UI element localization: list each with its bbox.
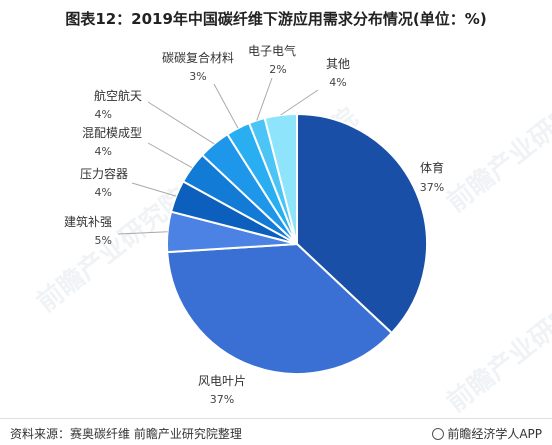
leader-line	[147, 101, 215, 145]
slice-category-label: 压力容器	[80, 166, 128, 181]
brand: 前瞻经济学人APP	[432, 425, 542, 442]
slice-category-label: 航空航天	[94, 88, 142, 103]
pie-slice	[263, 112, 298, 245]
slice-value-label: 4%	[95, 186, 112, 199]
slice-value-label: 4%	[95, 145, 112, 158]
slice-value-label: 4%	[329, 76, 346, 89]
slice-value-label: 4%	[95, 108, 112, 121]
leader-line	[147, 142, 193, 169]
slice-value-label: 37%	[420, 181, 444, 194]
slice-category-label: 碳碳复合材料	[162, 50, 234, 65]
slice-category-label: 混配模成型	[82, 126, 142, 140]
pie-slice	[296, 112, 428, 335]
slice-category-label: 体育	[420, 160, 444, 175]
slice-category-label: 电子电气	[248, 43, 296, 58]
leader-lines	[117, 77, 319, 235]
brand-text: 前瞻经济学人APP	[447, 427, 542, 441]
slice-value-label: 37%	[210, 393, 234, 406]
leader-line	[117, 231, 168, 235]
pie-slices	[166, 112, 428, 375]
pie-slice	[166, 242, 394, 375]
leader-line	[213, 83, 239, 129]
leader-line	[131, 182, 177, 197]
slice-category-label: 风电叶片	[198, 374, 246, 388]
slice-value-label: 2%	[269, 63, 286, 76]
brand-logo-icon	[432, 428, 445, 440]
slice-category-label: 其他	[326, 57, 350, 71]
slice-value-label: 5%	[95, 234, 112, 247]
pie-chart: 体育 37% 风电叶片 37% 建筑补强 5% 压力容器 4% 混配模成型 4% 航空航天 4% 碳碳复…	[64, 43, 444, 406]
leader-line	[280, 89, 319, 116]
chart-title: 图表12：2019年中国碳纤维下游应用需求分布情况(单位：%)	[65, 10, 487, 28]
slice-value-label: 3%	[189, 70, 206, 83]
slice-labels: 体育 37% 风电叶片 37% 建筑补强 5% 压力容器 4% 混配模成型 4% 航空航天 4% 碳碳复…	[64, 43, 444, 406]
slice-category-label: 建筑补强	[64, 214, 112, 229]
footer: 资料来源：赛奥碳纤维 前瞻产业研究院整理 前瞻经济学人APP	[0, 418, 552, 445]
source-note: 资料来源：赛奥碳纤维 前瞻产业研究院整理	[10, 427, 242, 441]
leader-line	[256, 77, 273, 121]
